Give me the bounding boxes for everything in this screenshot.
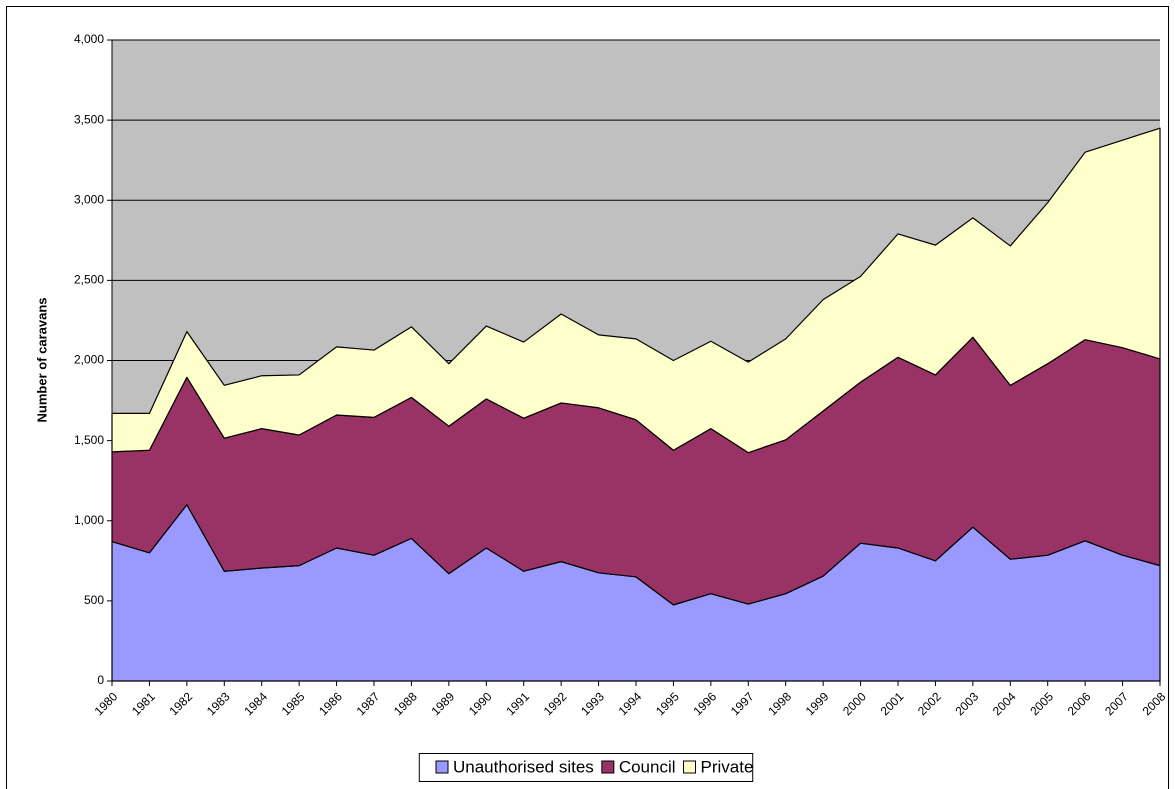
y-axis-label: Number of caravans (34, 298, 49, 423)
y-tick-label: 4,000 (74, 32, 104, 46)
y-tick-label: 2,500 (74, 273, 104, 287)
y-tick-label: 0 (97, 673, 104, 687)
y-tick-label: 3,000 (74, 192, 104, 206)
legend-label: Private (701, 757, 754, 776)
y-tick-label: 1,000 (74, 513, 104, 527)
legend: Unauthorised sites Council Private (418, 753, 754, 782)
y-tick-label: 500 (84, 593, 104, 607)
legend-swatch (683, 760, 697, 774)
legend-label: Council (619, 757, 676, 776)
legend-swatch (435, 760, 449, 774)
legend-box (418, 753, 754, 782)
y-tick-label: 3,500 (74, 112, 104, 126)
legend-label: Unauthorised sites (453, 757, 594, 776)
y-tick-label: 1,500 (74, 433, 104, 447)
y-tick-label: 2,000 (74, 353, 104, 367)
legend-swatch (601, 760, 615, 774)
area (111, 127, 1161, 454)
